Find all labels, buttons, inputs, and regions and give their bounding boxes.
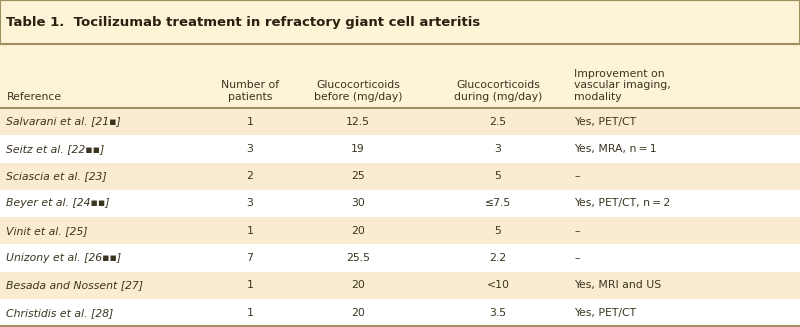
Text: Yes, PET/CT, n = 2: Yes, PET/CT, n = 2 bbox=[574, 198, 670, 209]
Text: ≤7.5: ≤7.5 bbox=[485, 198, 511, 209]
Bar bbox=[0, 0, 800, 44]
Text: Vinit et al. [25]: Vinit et al. [25] bbox=[6, 226, 88, 236]
Text: Unizony et al. [26▪▪]: Unizony et al. [26▪▪] bbox=[6, 253, 122, 263]
Text: Besada and Nossent [27]: Besada and Nossent [27] bbox=[6, 280, 143, 290]
Text: 1: 1 bbox=[246, 226, 254, 236]
Text: <10: <10 bbox=[486, 280, 510, 290]
Text: Yes, MRI and US: Yes, MRI and US bbox=[574, 280, 662, 290]
Text: Yes, MRA, n = 1: Yes, MRA, n = 1 bbox=[574, 144, 657, 154]
Text: 19: 19 bbox=[351, 144, 365, 154]
Text: 25.5: 25.5 bbox=[346, 253, 370, 263]
Text: Yes, PET/CT: Yes, PET/CT bbox=[574, 116, 637, 127]
Text: –: – bbox=[574, 226, 580, 236]
Text: Table 1.  Tocilizumab treatment in refractory giant cell arteritis: Table 1. Tocilizumab treatment in refrac… bbox=[6, 16, 481, 28]
Bar bbox=[0, 272, 800, 299]
Text: Glucocorticoids
before (mg/day): Glucocorticoids before (mg/day) bbox=[314, 80, 402, 102]
Text: Salvarani et al. [21▪]: Salvarani et al. [21▪] bbox=[6, 116, 121, 127]
Text: 2.2: 2.2 bbox=[490, 253, 506, 263]
Text: 1: 1 bbox=[246, 308, 254, 318]
Bar bbox=[0, 44, 800, 108]
Bar bbox=[0, 217, 800, 245]
Text: 12.5: 12.5 bbox=[346, 116, 370, 127]
Text: 20: 20 bbox=[351, 226, 365, 236]
Text: 30: 30 bbox=[351, 198, 365, 209]
Text: 3: 3 bbox=[246, 198, 254, 209]
Text: 5: 5 bbox=[494, 171, 502, 181]
Text: 20: 20 bbox=[351, 280, 365, 290]
Text: Improvement on
vascular imaging,
modality: Improvement on vascular imaging, modalit… bbox=[574, 69, 671, 102]
Text: 1: 1 bbox=[246, 116, 254, 127]
Bar bbox=[0, 163, 800, 190]
Text: 5: 5 bbox=[494, 226, 502, 236]
Text: Sciascia et al. [23]: Sciascia et al. [23] bbox=[6, 171, 107, 181]
Text: Reference: Reference bbox=[6, 92, 62, 102]
Text: Glucocorticoids
during (mg/day): Glucocorticoids during (mg/day) bbox=[454, 80, 542, 102]
Text: Yes, PET/CT: Yes, PET/CT bbox=[574, 308, 637, 318]
Text: –: – bbox=[574, 253, 580, 263]
Text: 20: 20 bbox=[351, 308, 365, 318]
Text: 7: 7 bbox=[246, 253, 254, 263]
Bar bbox=[0, 245, 800, 272]
Bar bbox=[0, 135, 800, 163]
Text: –: – bbox=[574, 171, 580, 181]
Text: Seitz et al. [22▪▪]: Seitz et al. [22▪▪] bbox=[6, 144, 105, 154]
Text: Number of
patients: Number of patients bbox=[221, 80, 279, 102]
Text: 3: 3 bbox=[494, 144, 502, 154]
Text: 3: 3 bbox=[246, 144, 254, 154]
Text: 25: 25 bbox=[351, 171, 365, 181]
Text: Christidis et al. [28]: Christidis et al. [28] bbox=[6, 308, 114, 318]
Bar bbox=[0, 108, 800, 135]
Text: 2: 2 bbox=[246, 171, 254, 181]
Text: 3.5: 3.5 bbox=[490, 308, 506, 318]
Text: 2.5: 2.5 bbox=[490, 116, 506, 127]
Bar bbox=[0, 299, 800, 326]
Bar bbox=[0, 190, 800, 217]
Text: Beyer et al. [24▪▪]: Beyer et al. [24▪▪] bbox=[6, 198, 110, 209]
Text: 1: 1 bbox=[246, 280, 254, 290]
